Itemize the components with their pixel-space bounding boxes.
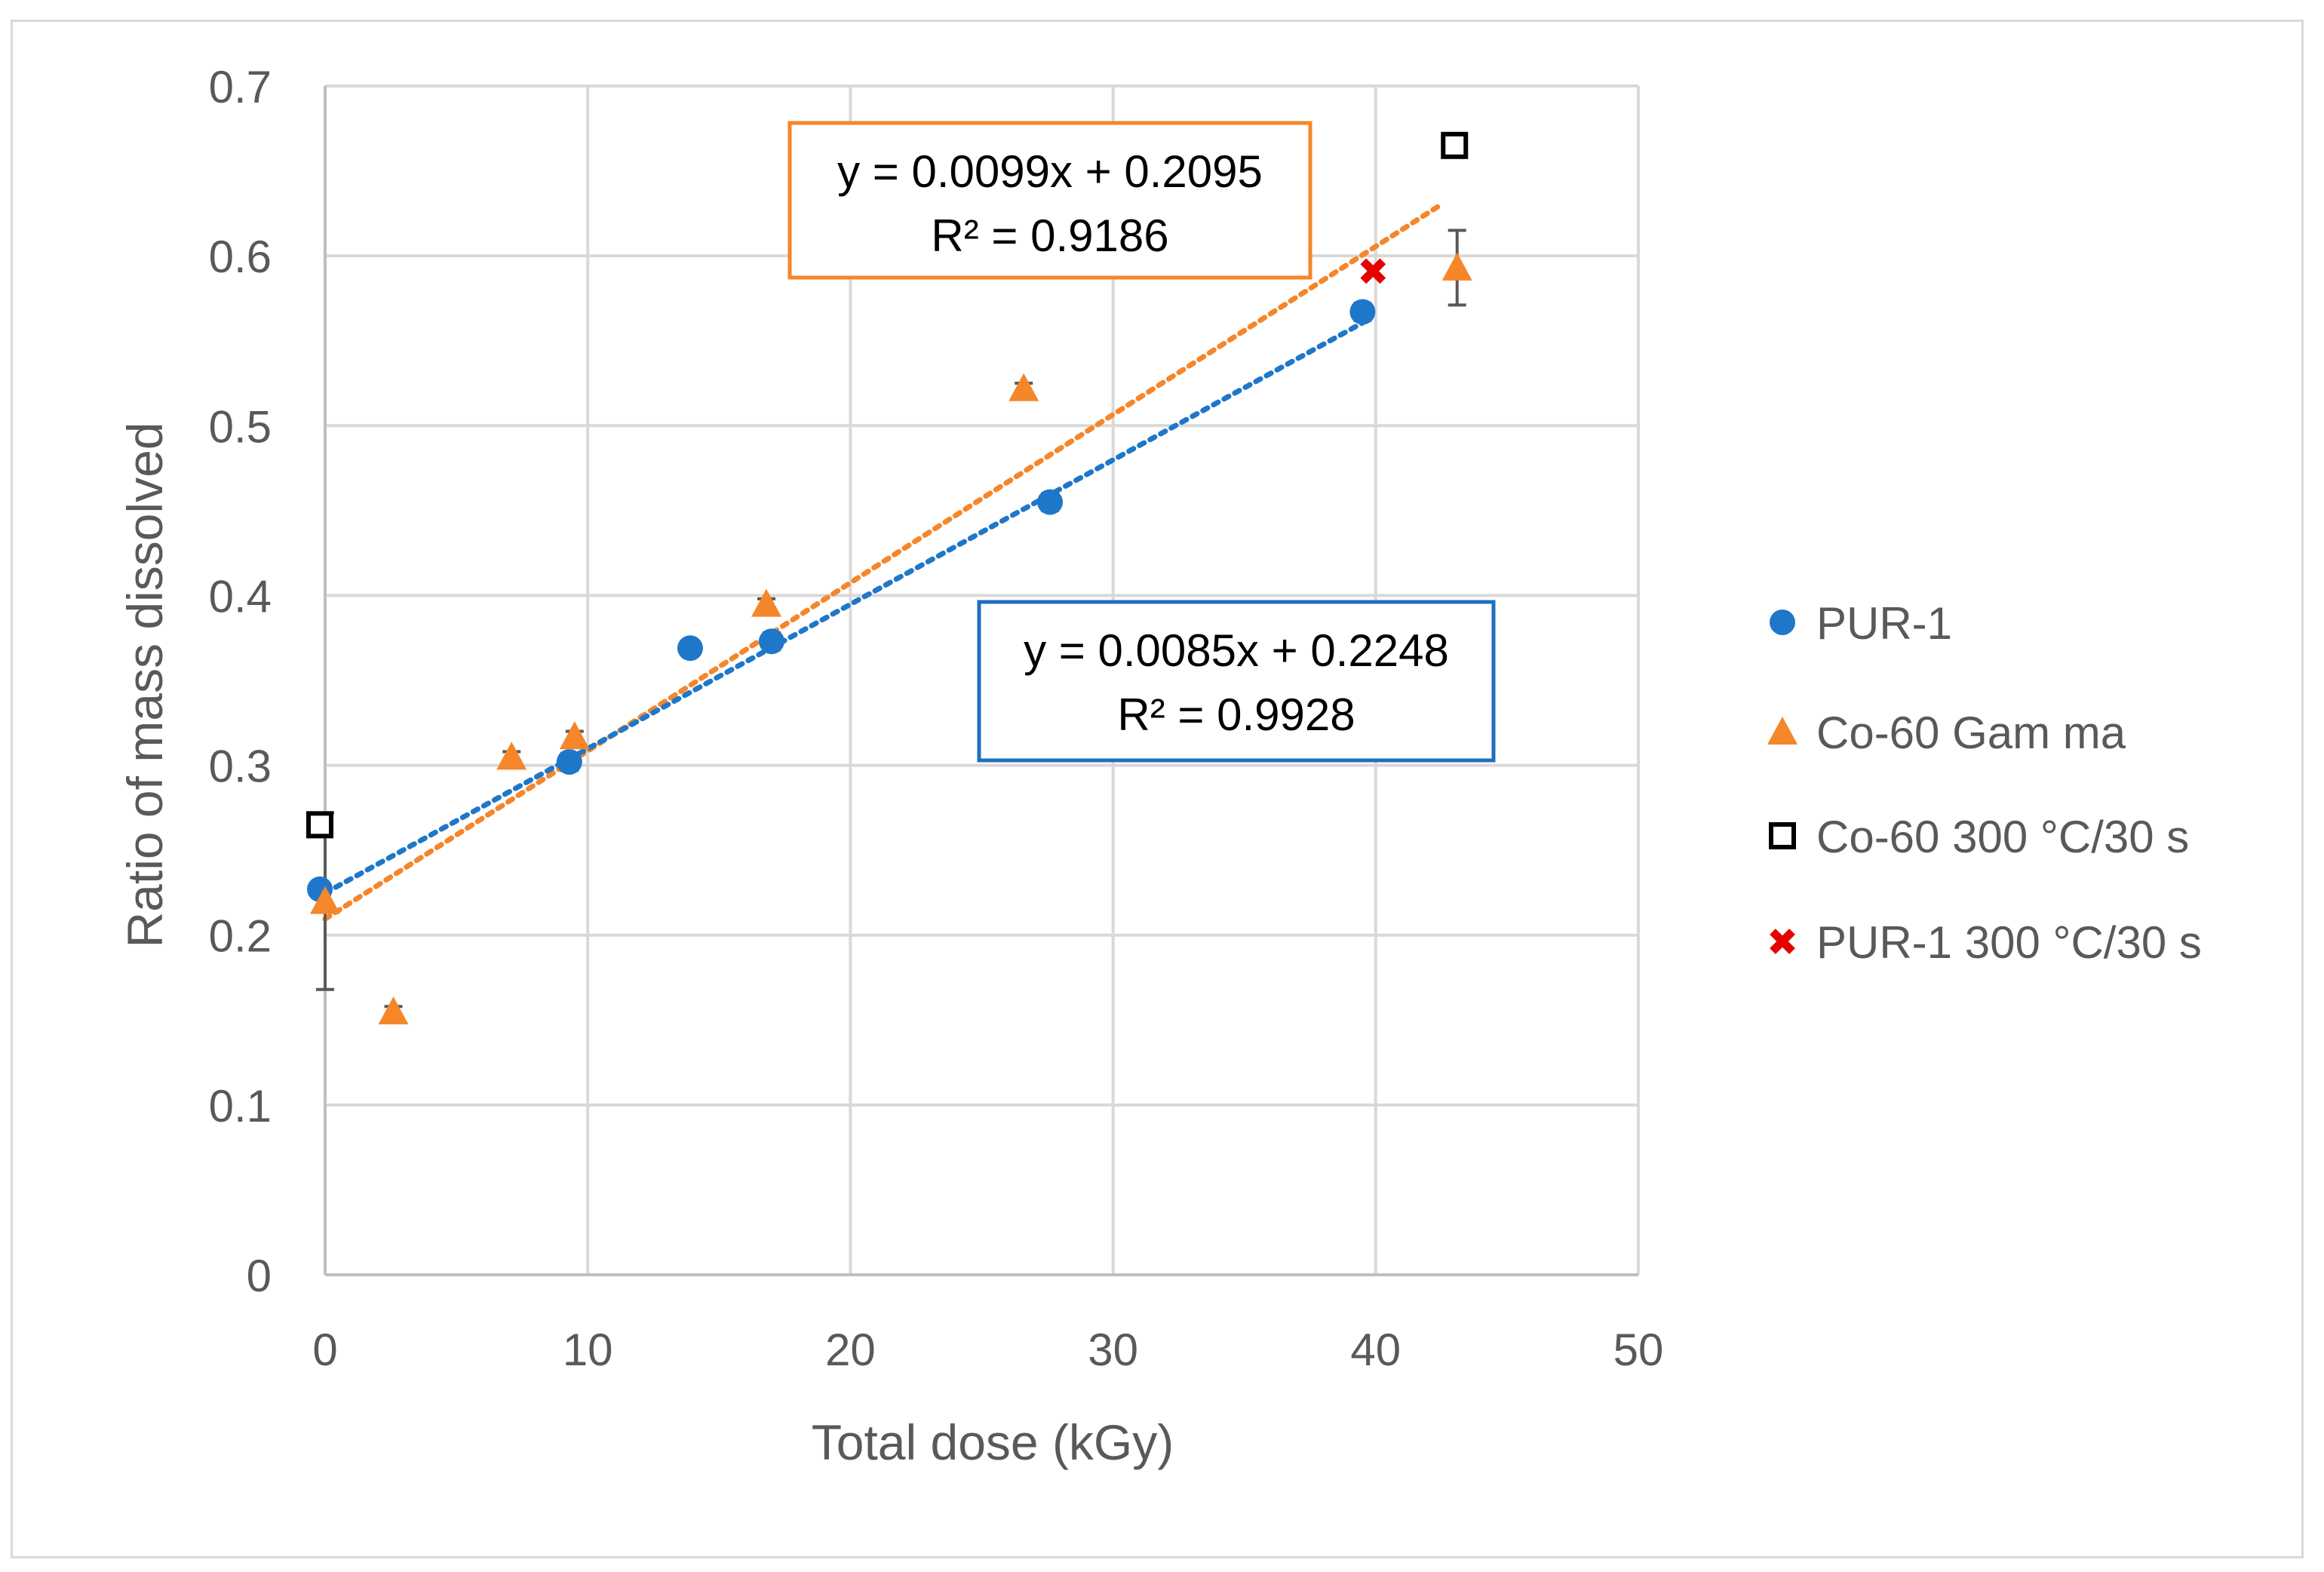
legend-label: PUR-1 300 °C/30 s [1816,917,2202,968]
x-stroke [1770,929,1795,954]
y-axis-title: Ratio of mass dissolved [117,422,173,948]
tick-labels: 0 0.1 0.2 0.3 0.4 0.5 0.6 0.7 0 10 20 30 40 50 [209,62,1664,1375]
trendline-equations: y = 0.0099x + 0.2095 R² = 0.9186 y = 0.008… [787,121,1496,763]
legend-marker [1770,929,1795,954]
x-tick-label: 10 [563,1325,613,1375]
legend-label: PUR-1 [1816,598,1952,649]
y-tick-label: 0.3 [209,741,272,792]
equation-box: y = 0.0085x + 0.2248 R² = 0.9928 [977,600,1496,763]
data-point [1008,373,1039,401]
data-points [306,131,1472,1025]
x-tick-label: 20 [825,1325,876,1375]
axes [324,86,1638,1276]
data-point [306,811,334,839]
y-tick-label: 0.4 [209,571,272,622]
y-tick-label: 0.5 [209,401,272,452]
y-tick-label: 0.2 [209,911,272,962]
legend-marker [1770,609,1795,635]
equation-text: y = 0.0085x + 0.2248 [1024,625,1449,676]
y-tick-label: 0.1 [209,1081,272,1131]
legend-item: PUR-1 [1770,598,1952,649]
x-tick-label: 30 [1088,1325,1138,1375]
x-tick-label: 50 [1613,1325,1664,1375]
x-tick-label: 40 [1350,1325,1401,1375]
data-point [556,749,582,775]
data-point [751,588,781,617]
trendline [322,320,1365,896]
trendline [322,201,1444,922]
data-point [559,721,590,750]
legend: PUR-1 Co-60 Gam ma Co-60 300 °C/30 s PUR-1 … [1767,598,2202,968]
data-point [496,741,527,770]
legend-item: Co-60 300 °C/30 s [1769,812,2189,862]
x-tick-label: 0 [312,1325,337,1375]
r-squared-text: R² = 0.9928 [1117,689,1355,740]
legend-label: Co-60 300 °C/30 s [1816,812,2189,862]
data-point [1441,131,1469,159]
legend-label: Co-60 Gam ma [1816,708,2126,758]
legend-item: Co-60 Gam ma [1767,708,2126,758]
y-tick-label: 0.6 [209,232,272,282]
data-point [378,996,409,1025]
legend-marker [1767,717,1797,745]
x-stroke [1360,258,1386,284]
data-point [677,635,703,662]
equation-box-border [787,121,1312,280]
y-tick-label: 0.7 [209,62,272,112]
r-squared-text: R² = 0.9186 [931,210,1168,261]
legend-item: PUR-1 300 °C/30 s [1770,917,2202,968]
x-axis-title: Total dose (kGy) [812,1414,1174,1470]
data-point [1037,489,1064,515]
data-point [1360,258,1386,284]
equation-box-border [977,600,1496,763]
data-point [310,886,340,914]
equation-box: y = 0.0099x + 0.2095 R² = 0.9186 [787,121,1312,280]
y-tick-label: 0 [247,1251,272,1301]
trendlines [322,201,1444,922]
legend-marker [1769,822,1796,849]
equation-text: y = 0.0099x + 0.2095 [837,146,1263,197]
data-point [1349,299,1376,325]
data-point [758,628,784,655]
data-point [1441,252,1472,281]
